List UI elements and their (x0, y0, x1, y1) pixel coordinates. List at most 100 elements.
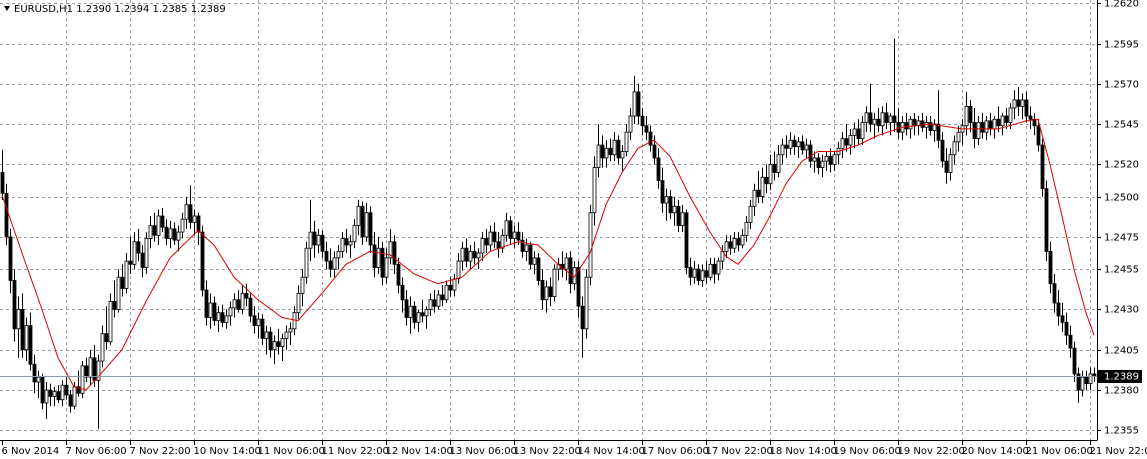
candle-body (780, 144, 785, 156)
candle-body (184, 204, 189, 220)
y-tick-label: 1.2620 (1104, 0, 1139, 10)
x-tick-label: 19 Nov 22:00 (898, 446, 965, 457)
x-tick-label: 19 Nov 06:00 (834, 446, 901, 457)
candle-body (664, 196, 669, 204)
candle-body (200, 231, 205, 291)
y-tick-label: 1.2595 (1104, 40, 1139, 51)
candle-body (172, 228, 177, 241)
x-tick-label: 11 Nov 22:00 (322, 446, 389, 457)
candle-body (988, 120, 993, 130)
candle-body (784, 144, 789, 149)
candle-body (60, 384, 65, 401)
candle-body (432, 299, 437, 307)
candle-body (4, 193, 9, 238)
candle-body (540, 280, 545, 301)
candle-body (428, 299, 433, 310)
candle-body (288, 328, 293, 333)
candle-body (1056, 302, 1061, 317)
candle-body (972, 122, 977, 140)
candle-body (964, 105, 969, 127)
y-tick-label: 1.2355 (1104, 426, 1139, 437)
candle-body (576, 267, 581, 307)
candle-body (868, 112, 873, 125)
candle-body (640, 115, 645, 127)
candles (0, 38, 1097, 429)
candle-body (28, 325, 33, 365)
candle-body (632, 91, 637, 117)
candle-body (1092, 373, 1097, 376)
candle-body (240, 292, 245, 310)
candle-body (192, 215, 197, 223)
candle-body (420, 312, 425, 317)
candle-body (904, 122, 909, 130)
x-tick-label: 17 Nov 22:00 (706, 446, 773, 457)
candle-body (212, 302, 217, 322)
candle-body (588, 212, 593, 278)
candle-body (72, 386, 77, 407)
candle-body (984, 120, 989, 133)
candle-body (292, 312, 297, 330)
candle-body (932, 123, 937, 131)
candle-body (684, 212, 689, 268)
candle-body (48, 389, 53, 397)
candle-body (680, 212, 685, 227)
candle-body (364, 212, 369, 238)
candle-body (424, 309, 429, 317)
x-tick-label: 10 Nov 14:00 (194, 446, 261, 457)
candle-body (180, 218, 185, 233)
candle-body (416, 312, 421, 323)
candle-body (520, 239, 525, 252)
candle-body (564, 257, 569, 270)
candle-body (728, 241, 733, 249)
collapse-triangle (4, 6, 10, 11)
candle-body (536, 257, 541, 281)
candle-body (880, 112, 885, 127)
candle-body (164, 226, 169, 239)
candle-body (384, 257, 389, 278)
candle-body (152, 225, 157, 236)
candle-body (20, 309, 25, 351)
candle-body (756, 189, 761, 198)
candle-body (484, 238, 489, 246)
candle-body (580, 305, 585, 330)
candle-body (444, 284, 449, 301)
y-tick-label: 1.2430 (1104, 305, 1139, 316)
candle-body (936, 123, 941, 141)
x-tick-label: 6 Nov 2014 (2, 446, 60, 457)
candle-body (596, 144, 601, 169)
x-tick-label: 21 Nov 06:00 (1026, 446, 1093, 457)
candle-body (332, 257, 337, 270)
candle-body (544, 286, 549, 301)
candle-body (808, 144, 813, 162)
candle-body (736, 238, 741, 246)
candle-body (524, 244, 529, 252)
candle-body (828, 155, 833, 165)
candle-body (260, 318, 265, 339)
candle-body (812, 157, 817, 162)
candle-body (852, 128, 857, 136)
candle-body (796, 141, 801, 148)
candle-body (820, 160, 825, 169)
candle-body (920, 120, 925, 128)
candle-body (612, 139, 617, 156)
candle-body (36, 376, 41, 383)
y-tick-label: 1.2405 (1104, 346, 1139, 357)
candle-body (40, 376, 45, 404)
chart-title: EURUSD,H1 1.2390 1.2394 1.2385 1.2389 (14, 4, 226, 15)
candle-body (892, 115, 897, 123)
candle-body (148, 225, 153, 239)
candle-body (32, 363, 37, 383)
candle-body (368, 212, 373, 246)
candle-body (1052, 283, 1057, 304)
candle-body (944, 160, 949, 173)
candle-body (404, 299, 409, 318)
candle-body (824, 155, 829, 162)
candle-body (992, 118, 997, 130)
candle-body (764, 176, 769, 185)
candle-body (16, 309, 21, 330)
candle-body (156, 215, 161, 236)
candle-body (624, 131, 629, 152)
candle-body (304, 247, 309, 278)
candle-body (412, 305, 417, 323)
